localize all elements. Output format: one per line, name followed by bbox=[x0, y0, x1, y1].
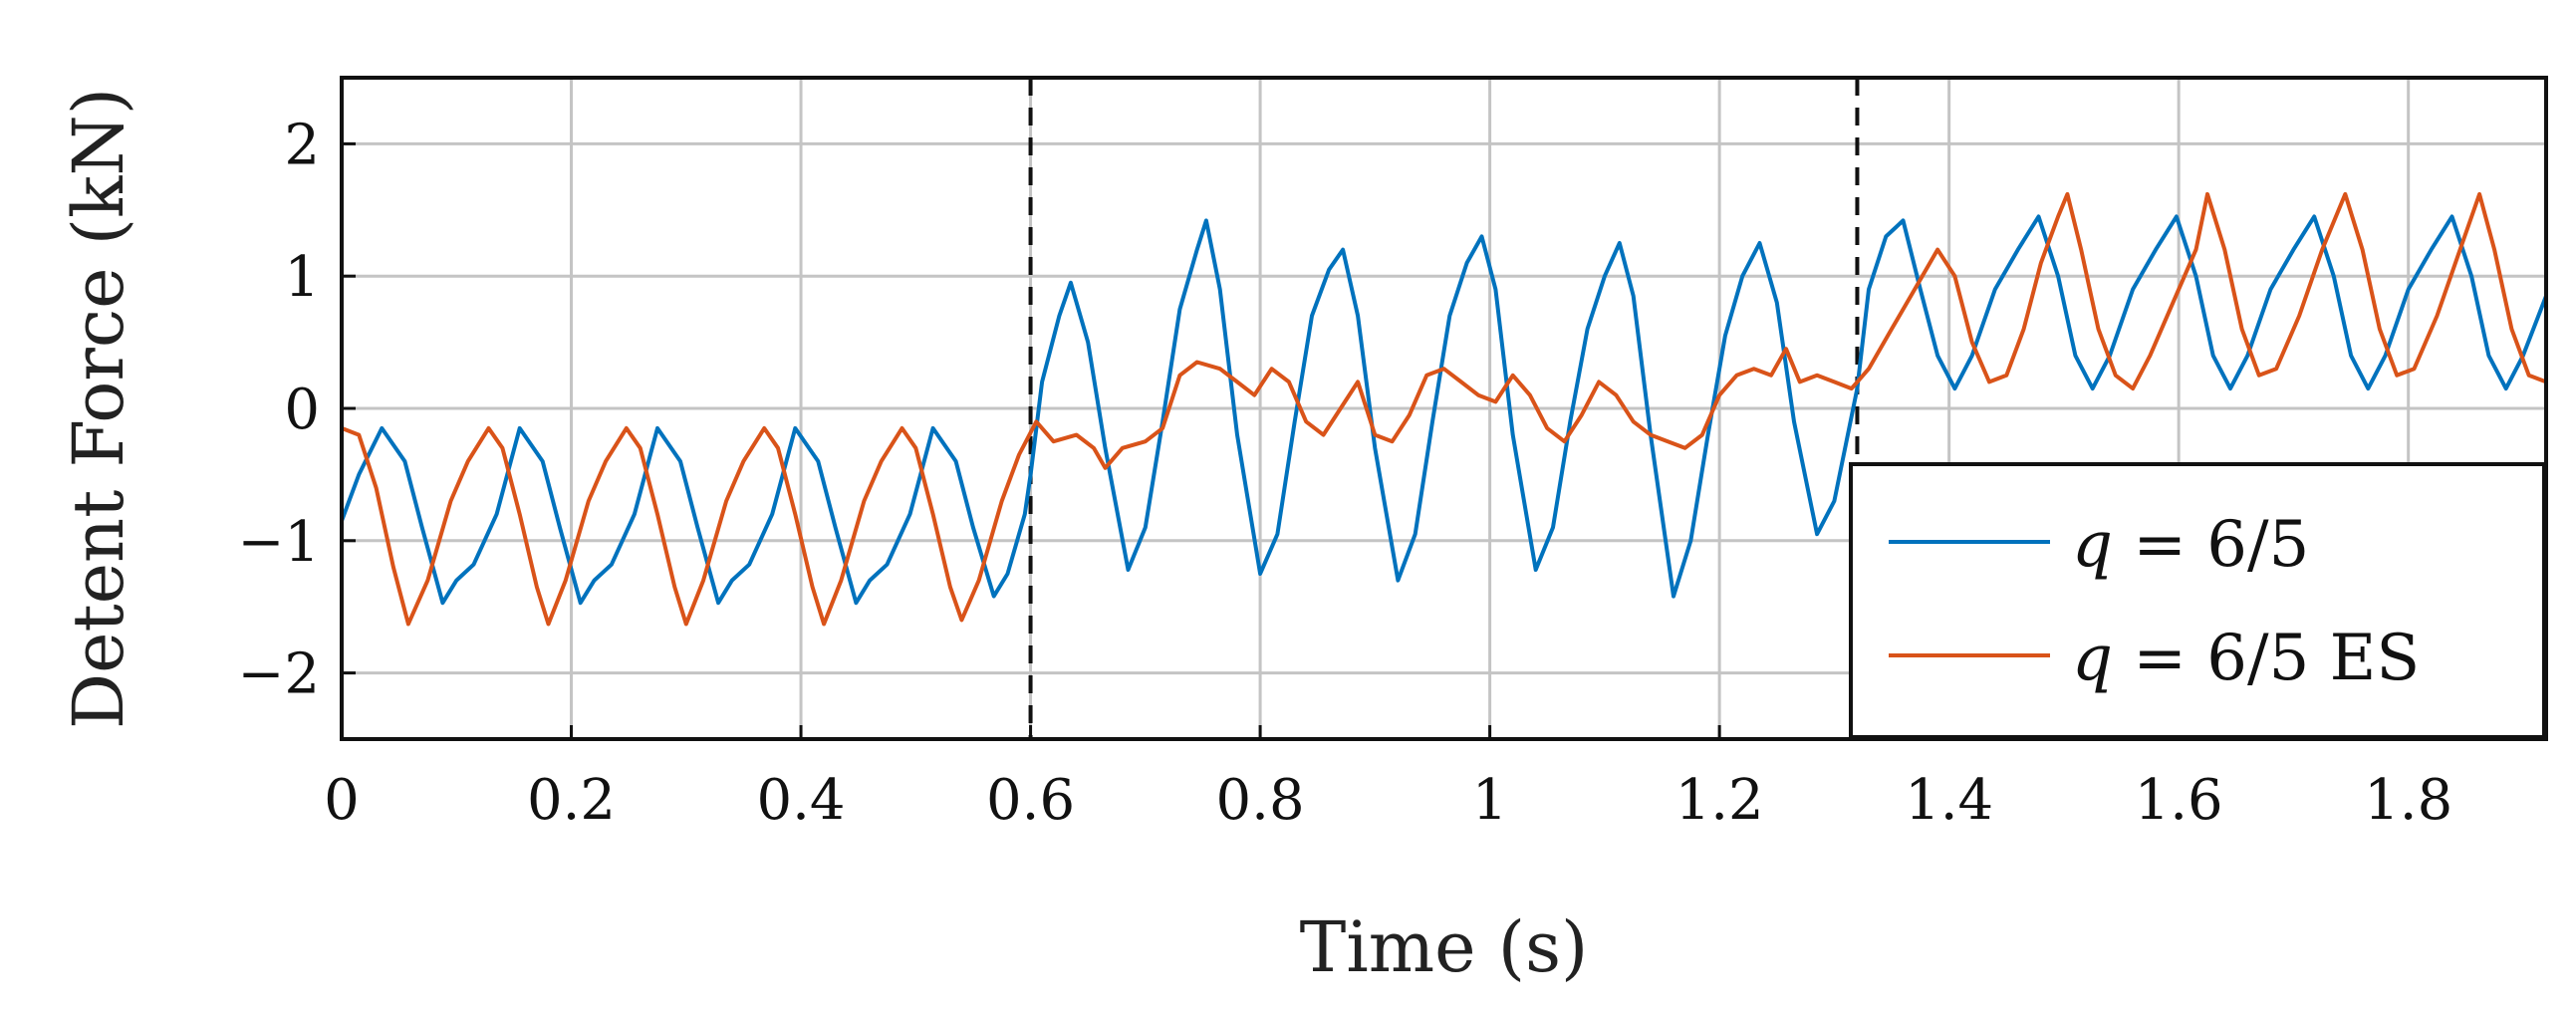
x-axis-ticks: 0 0.2 0.4 0.6 0.8 1 1.2 1.4 1.6 1.8 bbox=[324, 725, 2452, 833]
legend-label-series-2: q = 6/5 ES bbox=[2072, 622, 2420, 695]
x-tick-label-5: 1 bbox=[1472, 768, 1508, 833]
legend-label-series-2-var: q bbox=[2072, 622, 2113, 695]
y-axis-title: Detent Force (kN) bbox=[58, 88, 139, 729]
x-tick-label-9: 1.8 bbox=[2364, 768, 2452, 833]
y-tick-label-2: 0 bbox=[284, 378, 320, 442]
x-tick-label-7: 1.4 bbox=[1905, 768, 1993, 833]
x-tick-label-6: 1.2 bbox=[1675, 768, 1764, 833]
legend-label-series-2-rest: = 6/5 ES bbox=[2113, 622, 2420, 695]
series-line-1 bbox=[340, 214, 2548, 606]
legend-label-series-1-var: q bbox=[2072, 508, 2113, 582]
y-tick-label-1: −1 bbox=[237, 510, 320, 575]
series-line-2 bbox=[341, 191, 2547, 627]
legend-box bbox=[1849, 462, 2546, 739]
y-tick-label-3: 1 bbox=[284, 245, 320, 310]
x-tick-label-3: 0.6 bbox=[986, 768, 1075, 833]
legend-label-series-1-rest: = 6/5 bbox=[2113, 508, 2309, 582]
legend-label-series-1: q = 6/5 bbox=[2072, 508, 2309, 582]
x-axis-title: Time (s) bbox=[1300, 906, 1589, 988]
x-tick-label-0: 0 bbox=[324, 768, 360, 833]
x-tick-label-8: 1.6 bbox=[2135, 768, 2223, 833]
y-tick-label-0: −2 bbox=[237, 642, 320, 707]
x-tick-label-1: 0.2 bbox=[527, 768, 616, 833]
x-tick-label-4: 0.8 bbox=[1216, 768, 1305, 833]
y-axis-ticks: −2 −1 0 1 2 bbox=[237, 113, 356, 707]
y-tick-label-4: 2 bbox=[284, 113, 320, 177]
x-tick-label-2: 0.4 bbox=[757, 768, 846, 833]
legend: q = 6/5 q = 6/5 ES bbox=[1849, 462, 2546, 739]
series-lines bbox=[340, 191, 2548, 627]
